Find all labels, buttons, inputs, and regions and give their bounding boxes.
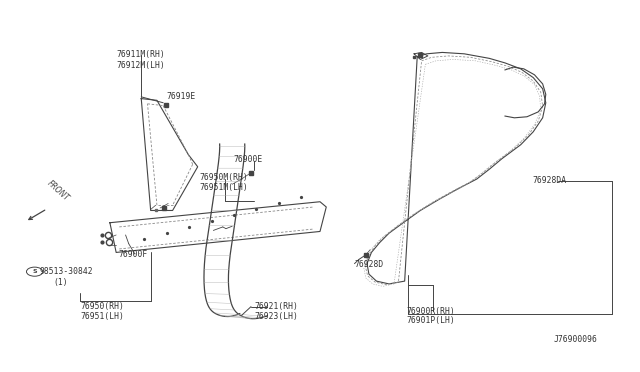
Text: 98513-30842: 98513-30842 bbox=[39, 267, 93, 276]
Text: 76950(RH): 76950(RH) bbox=[81, 302, 124, 311]
Text: 76951(LH): 76951(LH) bbox=[81, 312, 124, 321]
Text: 76951M(LH): 76951M(LH) bbox=[200, 183, 248, 192]
Text: FRONT: FRONT bbox=[45, 179, 70, 203]
Text: (1): (1) bbox=[54, 278, 68, 287]
Text: S: S bbox=[32, 269, 37, 274]
Text: J76900096: J76900096 bbox=[554, 335, 597, 344]
Text: 76900F: 76900F bbox=[118, 250, 147, 259]
Text: 76928DA: 76928DA bbox=[532, 176, 566, 185]
Text: 76901P(LH): 76901P(LH) bbox=[406, 316, 455, 325]
Text: 76912M(LH): 76912M(LH) bbox=[116, 61, 165, 70]
Text: 76921(RH): 76921(RH) bbox=[254, 302, 298, 311]
Text: 76919E: 76919E bbox=[166, 92, 196, 101]
Text: 76900E: 76900E bbox=[234, 155, 262, 164]
Text: 76950M(RH): 76950M(RH) bbox=[200, 173, 248, 182]
Text: 76928D: 76928D bbox=[355, 260, 384, 269]
Text: 76900R(RH): 76900R(RH) bbox=[406, 307, 455, 316]
Text: 76911M(RH): 76911M(RH) bbox=[116, 50, 165, 60]
Text: 76923(LH): 76923(LH) bbox=[254, 312, 298, 321]
